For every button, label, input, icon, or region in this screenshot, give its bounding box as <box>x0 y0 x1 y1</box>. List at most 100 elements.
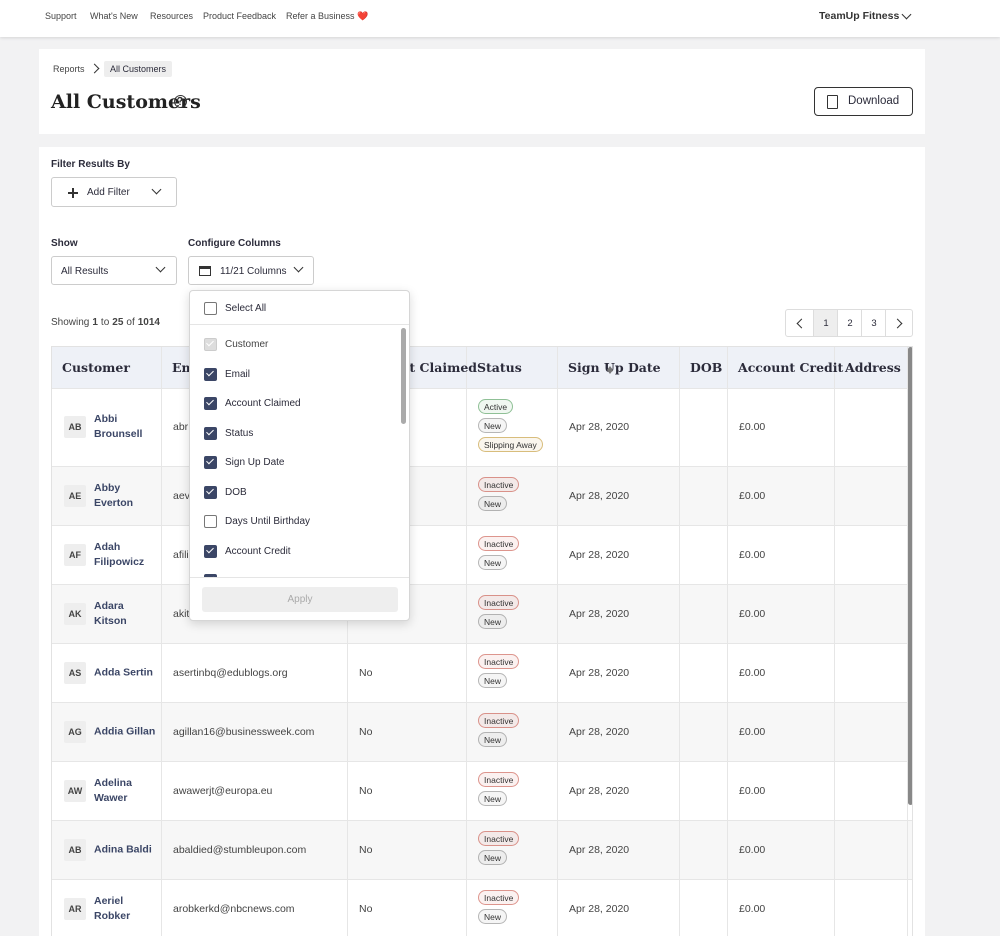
sign-up-date: Apr 28, 2020 <box>569 489 630 502</box>
avatar-initials: AG <box>68 726 82 737</box>
table-row[interactable] <box>52 702 912 761</box>
table-row[interactable] <box>52 879 912 936</box>
column-header[interactable]: Status <box>477 360 522 375</box>
sign-up-date: Apr 28, 2020 <box>569 421 630 433</box>
status-badge: Inactive <box>478 713 520 728</box>
customer-name[interactable]: Adda Sertin <box>94 666 153 678</box>
column-header[interactable]: Customer <box>62 360 130 375</box>
column-divider <box>679 347 680 936</box>
checkbox[interactable] <box>204 515 217 528</box>
customer-name[interactable]: Addia Gillan <box>94 725 156 737</box>
customer-name[interactable]: Adelina Wawer <box>94 776 132 804</box>
menu-item-label[interactable]: Account Claimed <box>225 398 301 409</box>
checkbox[interactable] <box>204 397 217 410</box>
add-filter-button[interactable]: Add Filter <box>51 177 177 207</box>
column-header[interactable]: DOB <box>690 360 723 375</box>
table-row[interactable] <box>52 761 912 820</box>
check-mark <box>206 368 214 376</box>
account-claimed: No <box>359 843 373 856</box>
sort-down[interactable] <box>607 370 613 377</box>
menu-item-label[interactable]: Sign Up Date <box>225 457 285 468</box>
nav-link[interactable]: Resources <box>150 11 194 21</box>
sign-up-date: Apr 28, 2020 <box>569 607 630 620</box>
nav-link[interactable]: Product Feedback <box>203 11 277 21</box>
column-divider <box>466 347 467 936</box>
customer-name[interactable]: Adah Filipowicz <box>94 540 145 568</box>
results-summary: Showing 1 to 25 of 1014 <box>51 317 163 328</box>
nav-link[interactable]: Refer a Business ❤️ <box>286 11 369 21</box>
avatar: AR <box>64 897 86 920</box>
customer-name[interactable]: Abbi Brounsell <box>94 413 143 440</box>
avatar: AS <box>64 661 86 684</box>
page-button[interactable]: 2 <box>837 310 861 336</box>
column-header[interactable]: Sign Up Date <box>568 360 661 375</box>
column-divider <box>727 347 728 936</box>
account-credit: £0.00 <box>739 843 766 856</box>
menu-item-label[interactable]: Email <box>225 368 251 380</box>
configure-label: Configure Columns <box>188 238 281 249</box>
download-button[interactable]: Download <box>814 87 913 116</box>
account-credit: £0.00 <box>739 725 766 738</box>
checkbox[interactable] <box>204 485 217 499</box>
table-row[interactable] <box>52 525 912 584</box>
configure-select[interactable]: 11/21 Columns <box>188 256 314 285</box>
avatar: AB <box>64 838 86 861</box>
show-label: Show <box>51 238 78 249</box>
page-button[interactable]: 3 <box>861 310 885 336</box>
column-divider <box>834 347 835 936</box>
avatar-initials: AK <box>68 608 82 619</box>
customer-name[interactable]: Adara Kitson <box>94 599 127 627</box>
top-nav: Support What's New Resources Product Feedba… <box>0 0 1000 37</box>
table-row[interactable] <box>52 820 912 879</box>
summary-part: of <box>126 317 135 328</box>
table-row[interactable] <box>52 388 912 466</box>
summary-part: Showing <box>51 317 90 328</box>
column-header[interactable]: Account Credit <box>738 360 844 375</box>
customer-name[interactable]: Abby Everton <box>94 481 134 509</box>
account-credit: £0.00 <box>739 784 766 797</box>
nav-link[interactable]: Support <box>45 11 77 21</box>
table-scrollbar[interactable] <box>908 347 912 805</box>
nav-link[interactable]: What's New <box>90 11 138 21</box>
menu-item-label[interactable]: Status <box>225 427 254 439</box>
sign-up-date: Apr 28, 2020 <box>569 902 630 915</box>
avatar: AK <box>64 602 86 625</box>
menu-item-label[interactable]: DOB <box>225 486 247 498</box>
sort-up[interactable] <box>607 363 613 370</box>
status-badge: New <box>478 791 508 806</box>
apply-button[interactable]: Apply <box>202 587 398 612</box>
avatar: AG <box>64 720 86 743</box>
chevron-icon <box>892 318 903 329</box>
chevron-icon <box>151 184 162 195</box>
summary-part: 1 <box>92 317 98 328</box>
status-badge: Active <box>478 399 514 414</box>
account-claimed: No <box>359 666 373 679</box>
customer-name[interactable]: Adina Baldi <box>94 843 152 855</box>
file-icon <box>827 95 838 109</box>
column-header[interactable]: Address <box>845 360 901 375</box>
show-select[interactable]: All Results <box>51 256 177 285</box>
table-row[interactable] <box>52 643 912 702</box>
checkbox[interactable] <box>204 574 217 577</box>
menu-item-label[interactable]: Days Until Birthday <box>225 516 311 527</box>
breadcrumb[interactable]: Reports <box>53 64 85 74</box>
checkbox[interactable] <box>204 456 217 469</box>
status-badge: Inactive <box>478 477 520 492</box>
check-mark <box>206 338 214 347</box>
avatar-initials: AB <box>68 844 82 855</box>
menu-item-label[interactable]: Account Credit <box>225 545 291 557</box>
help-icon[interactable] <box>174 95 187 108</box>
select-value: All Results <box>61 266 109 277</box>
page-button[interactable]: 1 <box>813 310 837 336</box>
summary-part: 1014 <box>137 317 160 328</box>
select-all-label[interactable]: Select All <box>225 303 267 314</box>
checkbox[interactable] <box>204 367 217 381</box>
menu-list: Customer Email Account Claimed Status Sign U… <box>190 325 409 577</box>
checkbox[interactable] <box>204 426 217 440</box>
status-badge: Inactive <box>478 536 520 551</box>
checkbox[interactable] <box>204 302 217 315</box>
checkbox[interactable] <box>204 544 217 558</box>
customer-name[interactable]: Aeriel Robker <box>94 894 131 922</box>
account-name[interactable]: TeamUp Fitness <box>819 10 900 22</box>
status-badge: New <box>478 732 508 747</box>
